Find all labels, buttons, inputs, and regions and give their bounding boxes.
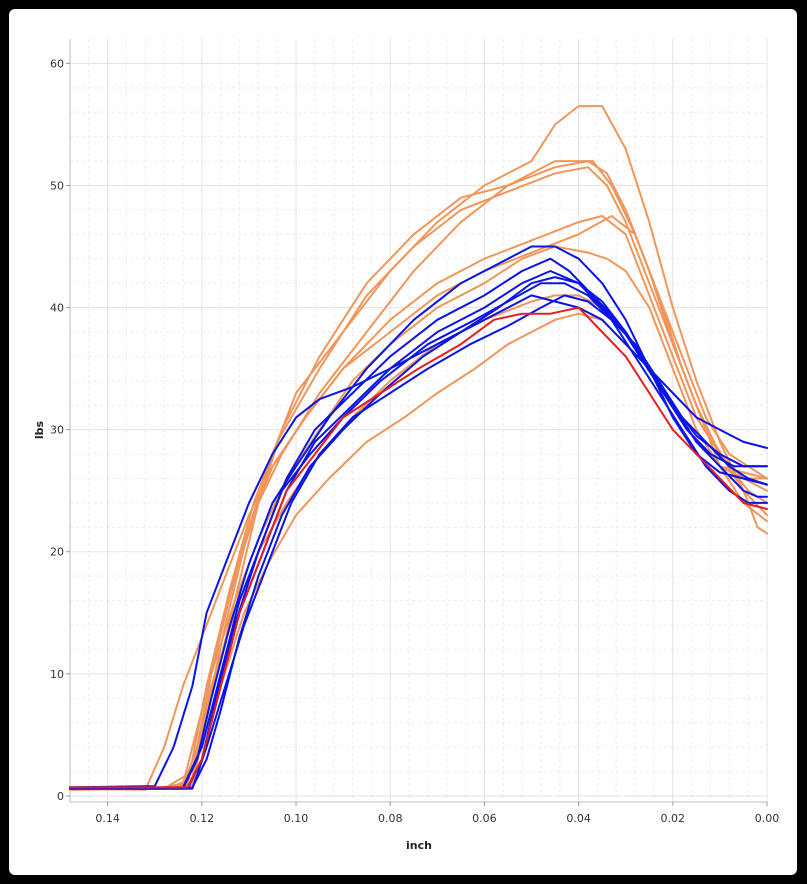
series-line-orange-3 [69,160,768,791]
series-line-orange-0 [69,105,768,790]
series-line-blue-11 [69,257,768,790]
axes [69,39,767,803]
line-chart: 0 10 20 30 40 50 60 0.14 0.12 0.10 0.08 0.06 0.04 0.0… [33,39,779,852]
series-line-orange-6 [69,245,768,790]
series-line-blue-15 [69,276,768,790]
y-tick-label: 50 [50,179,64,192]
tick-labels: 0 10 20 30 40 50 60 0.14 0.12 0.10 0.08 0.06 0.04 0.0… [50,57,779,825]
y-tick-label: 60 [50,57,64,70]
chart-panel: 0 10 20 30 40 50 60 0.14 0.12 0.10 0.08 0.06 0.04 0.0… [9,9,797,875]
series-line-orange-5 [69,215,768,790]
y-tick-label: 40 [50,302,64,315]
y-tick-label: 20 [50,546,64,559]
x-axis-title: inch [406,839,432,852]
series-line-red-16 [69,306,768,789]
x-tick-label: 0.02 [661,812,686,825]
x-tick-label: 0.00 [755,812,780,825]
x-tick-label: 0.14 [95,812,120,825]
series-line-blue-13 [69,282,768,789]
y-axis-title: lbs [33,420,46,439]
y-tick-label: 0 [57,790,64,803]
x-tick-label: 0.06 [472,812,497,825]
x-tick-label: 0.04 [566,812,591,825]
series-line-blue-10 [69,245,768,790]
series-line-orange-4 [69,215,768,791]
y-tick-label: 30 [50,424,64,437]
series-line-orange-2 [69,166,768,790]
y-tick-label: 10 [50,668,64,681]
series-line-orange-1 [69,160,768,790]
series-lines [69,105,768,791]
x-tick-label: 0.08 [378,812,403,825]
x-tick-label: 0.12 [190,812,215,825]
grid [70,39,768,802]
x-tick-label: 0.10 [284,812,309,825]
